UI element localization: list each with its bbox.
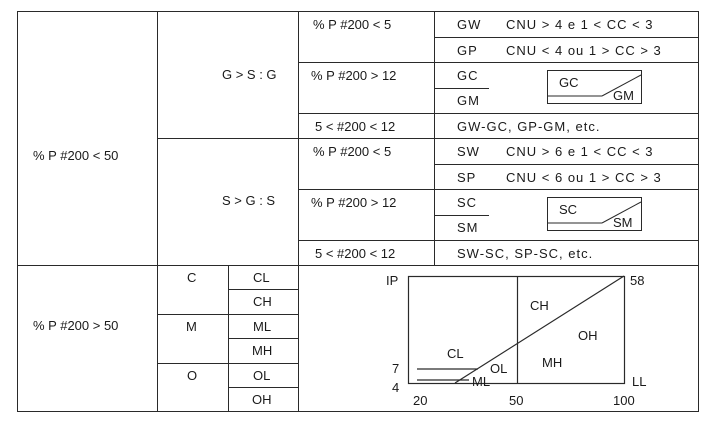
zone-ol: OL	[490, 361, 507, 376]
sc-sm-boundary-box: SC SM	[547, 197, 642, 231]
symbol-sm: SM	[457, 220, 479, 235]
sand-fines-high: % P #200 > 12	[311, 195, 397, 210]
symbol-sw: SW	[457, 144, 480, 159]
sand-dual-symbols: SW-SC, SP-SC, etc.	[457, 246, 594, 261]
box-sc-label: SC	[559, 202, 578, 217]
symbol-sc: SC	[457, 195, 478, 210]
type-clay: C	[187, 270, 197, 285]
sw-criteria: CNU > 6 e 1 < CC < 3	[506, 144, 654, 159]
zone-oh: OH	[578, 328, 598, 343]
gravel-fines-high: % P #200 > 12	[311, 68, 397, 83]
symbol-ol: OL	[253, 368, 271, 383]
zone-ml: ML	[472, 374, 490, 389]
gravel-fines-low: % P #200 < 5	[313, 17, 392, 32]
symbol-gp: GP	[457, 43, 478, 58]
gravel-dual-range: 5 < #200 < 12	[315, 119, 396, 134]
symbol-gw: GW	[457, 17, 482, 32]
gw-criteria: CNU > 4 e 1 < CC < 3	[506, 17, 654, 32]
zone-ch: CH	[530, 298, 549, 313]
a-line	[454, 275, 625, 384]
coarse-soil-label: % P #200 < 50	[33, 148, 119, 163]
tick-y-4: 4	[392, 380, 399, 395]
chart-frame	[407, 275, 626, 385]
zone-mh: MH	[542, 355, 562, 370]
symbol-sp: SP	[457, 170, 477, 185]
symbol-mh: MH	[252, 343, 273, 358]
tick-y-7: 7	[392, 361, 399, 376]
sp-criteria: CNU < 6 ou 1 > CC > 3	[506, 170, 662, 185]
box-sm-label: SM	[613, 215, 633, 230]
gc-gm-boundary-box: GC GM	[547, 70, 642, 104]
axis-ip-label: IP	[386, 273, 398, 288]
type-silt: M	[186, 319, 197, 334]
axis-ll-label: LL	[632, 374, 646, 389]
symbol-gm: GM	[457, 93, 480, 108]
symbol-gc: GC	[457, 68, 479, 83]
sand-dual-range: 5 < #200 < 12	[315, 246, 396, 261]
sand-fines-low: % P #200 < 5	[313, 144, 392, 159]
tick-x-50: 50	[509, 393, 523, 408]
gp-criteria: CNU < 4 ou 1 > CC > 3	[506, 43, 662, 58]
gravel-condition: G > S : G	[222, 67, 277, 82]
symbol-ch: CH	[253, 294, 272, 309]
symbol-ml: ML	[253, 319, 272, 334]
box-gm-label: GM	[613, 88, 634, 103]
tick-58: 58	[630, 273, 644, 288]
symbol-cl: CL	[253, 270, 270, 285]
sand-condition: S > G : S	[222, 193, 276, 208]
symbol-oh: OH	[252, 392, 272, 407]
type-organic: O	[187, 368, 198, 383]
box-gc-label: GC	[559, 75, 579, 90]
zone-cl: CL	[447, 346, 464, 361]
tick-x-20: 20	[413, 393, 427, 408]
fine-soil-label: % P #200 > 50	[33, 318, 119, 333]
tick-x-100: 100	[613, 393, 635, 408]
gravel-dual-symbols: GW-GC, GP-GM, etc.	[457, 119, 601, 134]
